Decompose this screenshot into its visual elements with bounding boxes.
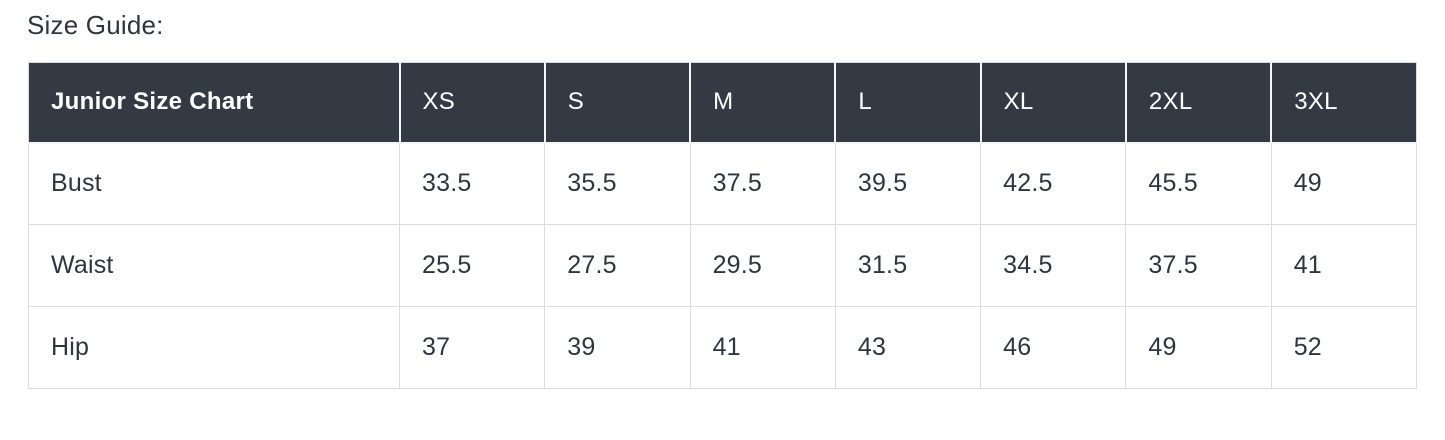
cell-hip-2xl: 49: [1125, 306, 1272, 389]
junior-size-chart-table: Junior Size Chart XS S M L XL 2XL 3XL Bu…: [28, 62, 1418, 389]
cell-bust-s: 35.5: [544, 142, 691, 225]
cell-hip-l: 43: [834, 306, 982, 389]
cell-waist-l: 31.5: [834, 224, 982, 307]
header-cell-size-3xl: 3XL: [1271, 62, 1418, 144]
cell-waist-2xl: 37.5: [1125, 224, 1272, 307]
cell-hip-3xl: 52: [1270, 306, 1418, 389]
cell-bust-l: 39.5: [834, 142, 982, 225]
table-row-bust: Bust 33.5 35.5 37.5 39.5 42.5 45.5 49: [28, 142, 1418, 225]
header-cell-chart-name: Junior Size Chart: [28, 62, 401, 144]
header-cell-size-s: S: [544, 62, 692, 144]
cell-hip-m: 41: [689, 306, 836, 389]
cell-hip-xl: 46: [980, 306, 1127, 389]
table-row-waist: Waist 25.5 27.5 29.5 31.5 34.5 37.5 41: [28, 224, 1418, 307]
cell-waist-s: 27.5: [544, 224, 691, 307]
table-header-row: Junior Size Chart XS S M L XL 2XL 3XL: [28, 62, 1418, 144]
cell-waist-m: 29.5: [689, 224, 836, 307]
cell-bust-m: 37.5: [689, 142, 836, 225]
cell-hip-xs: 37: [398, 306, 546, 389]
size-guide-section: Size Guide: Junior Size Chart XS S M L X…: [27, 10, 1445, 389]
row-label-waist: Waist: [28, 224, 400, 307]
row-label-hip: Hip: [28, 306, 400, 389]
cell-hip-s: 39: [544, 306, 691, 389]
cell-bust-3xl: 49: [1270, 142, 1418, 225]
header-cell-size-2xl: 2XL: [1125, 62, 1273, 144]
cell-bust-xs: 33.5: [398, 142, 546, 225]
cell-waist-xl: 34.5: [980, 224, 1127, 307]
header-cell-size-l: L: [835, 62, 982, 144]
cell-bust-xl: 42.5: [980, 142, 1127, 225]
page-title: Size Guide:: [27, 10, 164, 40]
cell-waist-3xl: 41: [1270, 224, 1418, 307]
header-cell-size-m: M: [690, 62, 837, 144]
row-label-bust: Bust: [28, 142, 400, 225]
size-table-container: Junior Size Chart XS S M L XL 2XL 3XL Bu…: [28, 62, 1445, 389]
header-cell-size-xs: XS: [399, 62, 546, 144]
cell-bust-2xl: 45.5: [1125, 142, 1272, 225]
table-row-hip: Hip 37 39 41 43 46 49 52: [28, 306, 1418, 389]
cell-waist-xs: 25.5: [398, 224, 546, 307]
header-cell-size-xl: XL: [980, 62, 1127, 144]
